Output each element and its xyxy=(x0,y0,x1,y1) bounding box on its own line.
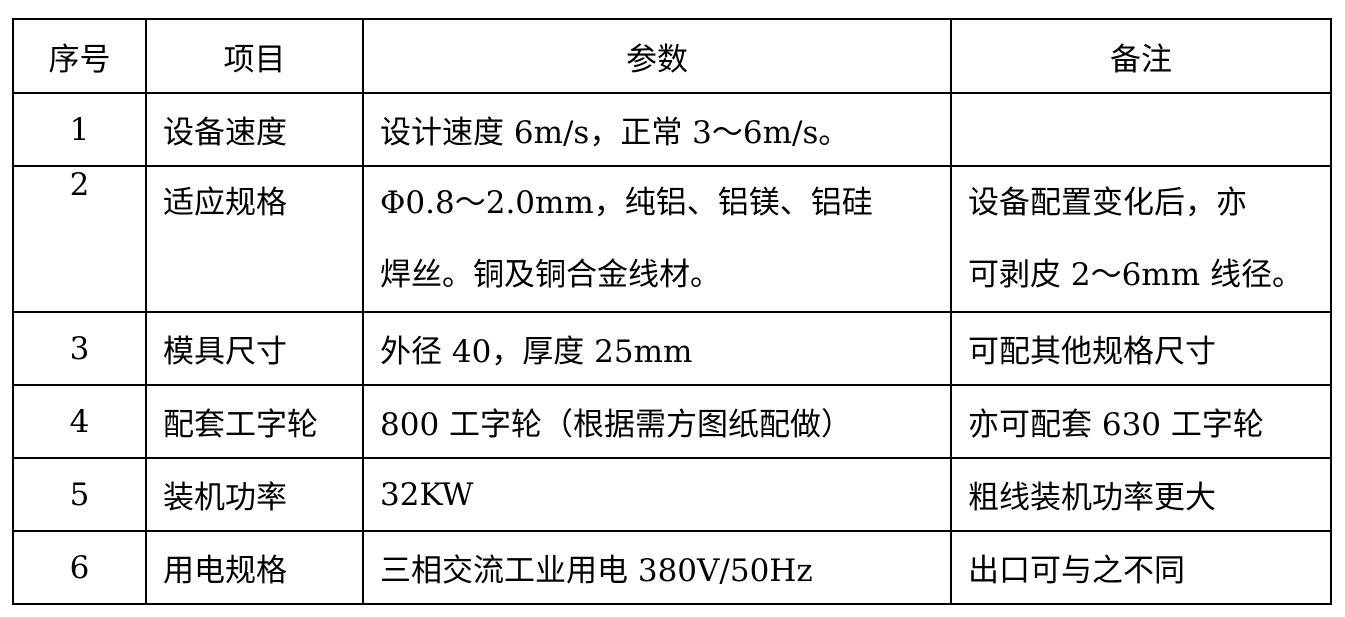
table-row: 5 装机功率 32KW 粗线装机功率更大 xyxy=(12,457,1332,532)
item-line: 适应规格 xyxy=(163,185,287,221)
cell-note: 亦可配套 630 工字轮 xyxy=(950,384,1332,459)
cell-item: 装机功率 xyxy=(145,457,364,532)
spec-table: 序号 项目 参数 备注 1 设备速度 设计速度 6m/s，正常 3～6m/s。 2 适应… xyxy=(12,18,1332,605)
cell-no: 1 xyxy=(12,92,147,167)
cell-no: 4 xyxy=(12,384,147,459)
header-note: 备注 xyxy=(950,18,1332,94)
note-line: 设备配置变化后，亦 xyxy=(968,185,1247,221)
header-param: 参数 xyxy=(362,18,952,94)
table-row: 2 适应规格 Φ0.8～2.0mm，纯铝、铝镁、铝硅 焊丝。铜及铜合金线材。 设备配置变… xyxy=(12,165,1332,313)
table-row: 3 模具尺寸 外径 40，厚度 25mm 可配其他规格尺寸 xyxy=(12,311,1332,386)
note-line: 可剥皮 2～6mm 线径。 xyxy=(968,257,1303,293)
cell-note: 设备配置变化后，亦可剥皮 2～6mm 线径。 xyxy=(950,165,1332,313)
note-line: 出口可与之不同 xyxy=(968,553,1185,589)
param-line: 三相交流工业用电 380V/50Hz xyxy=(380,553,813,589)
cell-param: 32KW xyxy=(362,457,952,532)
cell-note: 可配其他规格尺寸 xyxy=(950,311,1332,386)
cell-item: 设备速度 xyxy=(145,92,364,167)
cell-param: 外径 40，厚度 25mm xyxy=(362,311,952,386)
header-row: 序号 项目 参数 备注 xyxy=(12,18,1332,94)
cell-no: 5 xyxy=(12,457,147,532)
note-line: 粗线装机功率更大 xyxy=(968,480,1216,516)
table-row: 4 配套工字轮 800 工字轮（根据需方图纸配做） 亦可配套 630 工字轮 xyxy=(12,384,1332,459)
cell-note: 出口可与之不同 xyxy=(950,530,1332,605)
note-line: 亦可配套 630 工字轮 xyxy=(968,407,1264,443)
table-row: 1 设备速度 设计速度 6m/s，正常 3～6m/s。 xyxy=(12,92,1332,167)
cell-item: 配套工字轮 xyxy=(145,384,364,459)
cell-param: 设计速度 6m/s，正常 3～6m/s。 xyxy=(362,92,952,167)
cell-param: Φ0.8～2.0mm，纯铝、铝镁、铝硅 焊丝。铜及铜合金线材。 xyxy=(362,165,952,313)
note-line: 可配其他规格尺寸 xyxy=(968,334,1216,370)
param-line: 800 工字轮（根据需方图纸配做） xyxy=(380,407,853,443)
header-no: 序号 xyxy=(12,18,147,94)
cell-item: 模具尺寸 xyxy=(145,311,364,386)
param-line: Φ0.8～2.0mm，纯铝、铝镁、铝硅 xyxy=(380,185,873,221)
cell-no: 2 xyxy=(12,165,147,313)
param-line: 焊丝。铜及铜合金线材。 xyxy=(380,257,721,293)
param-line: 32KW xyxy=(380,476,474,513)
table-row: 6 用电规格 三相交流工业用电 380V/50Hz 出口可与之不同 xyxy=(12,530,1332,605)
cell-param: 800 工字轮（根据需方图纸配做） xyxy=(362,384,952,459)
cell-no: 6 xyxy=(12,530,147,605)
param-line: 设计速度 6m/s，正常 3～6m/s。 xyxy=(380,115,850,151)
header-item: 项目 xyxy=(145,18,364,94)
cell-param: 三相交流工业用电 380V/50Hz xyxy=(362,530,952,605)
param-line: 外径 40，厚度 25mm xyxy=(380,334,693,370)
cell-note: 粗线装机功率更大 xyxy=(950,457,1332,532)
cell-item: 用电规格 xyxy=(145,530,364,605)
cell-note xyxy=(950,92,1332,167)
cell-item: 适应规格 xyxy=(145,165,364,313)
cell-no: 3 xyxy=(12,311,147,386)
